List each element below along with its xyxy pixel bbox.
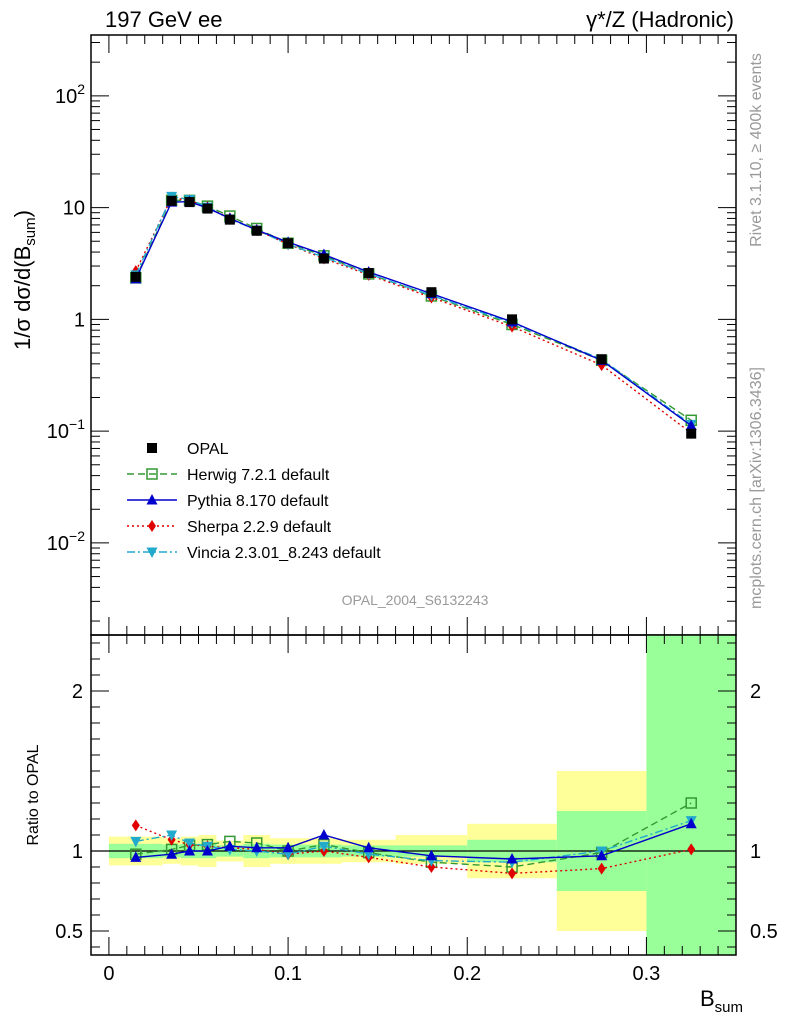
ratio-point-pythia: [251, 841, 263, 853]
ratio-point-vincia: [363, 849, 375, 861]
ratio-point-vincia: [282, 849, 294, 861]
series-opal: [130, 195, 697, 439]
ratio-point-pythia: [130, 851, 142, 862]
data-point-pythia: [685, 419, 697, 431]
data-point-opal: [426, 287, 437, 298]
ratio-point-pythia: [506, 853, 518, 864]
series-line-sherpa: [135, 196, 692, 434]
y-tick-label-main: 102: [55, 81, 85, 108]
legend-entry-opal: OPAL: [147, 441, 229, 458]
series-vincia: [130, 191, 697, 431]
ratio-point-sherpa: [508, 867, 517, 880]
ratio-point-pythia: [363, 841, 375, 853]
x-tick-label: 0.1: [274, 963, 302, 985]
ratio-point-pythia: [685, 817, 697, 829]
data-point-opal: [184, 197, 195, 208]
ratio-point-pythia: [425, 849, 437, 861]
data-point-opal: [596, 354, 607, 365]
ratio-point-vincia: [318, 841, 330, 853]
data-point-opal: [686, 428, 697, 439]
ratio-panel: 0.5 0.5 1 1 2 2 0 0.1 0.2 0.3 Ratio to OPAL Bsum: [25, 634, 778, 1016]
band-inner: [646, 635, 736, 955]
series-line-herwig: [135, 199, 692, 421]
series-pythia: [130, 195, 697, 431]
header-left: 197 GeV ee: [105, 7, 222, 32]
y-tick-label-main: 10−2: [47, 528, 85, 555]
ratio-point-vincia: [166, 830, 178, 841]
side-label-mcplots: mcplots.cern.ch [arXiv:1306.3436]: [748, 367, 765, 609]
legend-marker-herwig: [146, 468, 158, 480]
series-herwig: [130, 194, 697, 427]
y-tick-label-ratio: 2: [72, 681, 83, 703]
ratio-point-pythia: [166, 848, 178, 859]
main-plot-area: [130, 191, 697, 440]
ratio-series-pythia: [130, 817, 697, 864]
main-axes: 10−2 10−1 1 10 102 1/σ dσ/d(Bsum): [10, 35, 737, 635]
x-tick-label: 0: [103, 963, 114, 985]
ratio-point-sherpa: [427, 861, 436, 873]
legend-marker-sherpa: [148, 520, 156, 532]
y-tick-label-main: 10−1: [47, 416, 85, 443]
data-point-opal: [318, 253, 329, 264]
y-tick-label-main: 10: [63, 198, 85, 220]
legend-marker-vincia: [146, 547, 158, 558]
legend: OPAL Herwig 7.2.1 default Pythia 8.170 def…: [127, 441, 381, 562]
legend-label-sherpa: Sherpa 2.2.9 default: [187, 519, 332, 536]
y-tick-label-ratio-right: 0.5: [750, 921, 778, 943]
data-point-opal: [130, 271, 141, 282]
y-tick-label-ratio: 1: [72, 841, 83, 863]
header-right: γ*/Z (Hadronic): [586, 7, 734, 32]
y-tick-label-main: 1: [74, 309, 85, 331]
ratio-point-sherpa: [687, 843, 696, 856]
ratio-point-pythia: [318, 829, 330, 840]
data-point-opal: [166, 195, 177, 206]
legend-label-pythia: Pythia 8.170 default: [187, 493, 329, 510]
data-point-opal: [363, 267, 374, 278]
series-line-pythia: [135, 200, 692, 427]
y-tick-label-ratio-right: 1: [750, 841, 761, 863]
legend-label-herwig: Herwig 7.2.1 default: [187, 467, 330, 484]
ratio-plot-area: [91, 635, 736, 955]
series-sherpa: [131, 191, 696, 440]
x-tick-label: 0.3: [633, 963, 661, 985]
legend-entry-herwig: Herwig 7.2.1 default: [127, 467, 330, 484]
main-panel: 10−2 10−1 1 10 102 1/σ dσ/d(Bsum) OPAL_2004_S…: [10, 34, 737, 636]
ratio-point-pythia: [224, 840, 236, 851]
ratio-point-vincia: [130, 836, 142, 848]
legend-entry-vincia: Vincia 2.3.01_8.243 default: [127, 545, 381, 562]
y-tick-label-ratio: 0.5: [55, 921, 83, 943]
legend-entry-sherpa: Sherpa 2.2.9 default: [127, 519, 332, 536]
uncertainty-bands: [108, 635, 736, 955]
ratio-axes: 0.5 0.5 1 1 2 2 0 0.1 0.2 0.3 Ratio to OPAL Bsum: [25, 635, 778, 1016]
ratio-point-vincia: [184, 838, 196, 849]
analysis-label: OPAL_2004_S6132243: [342, 592, 489, 608]
data-point-opal: [283, 238, 294, 249]
x-axis-label: Bsum: [700, 986, 743, 1016]
legend-marker-opal: [147, 443, 157, 453]
legend-marker-pythia: [146, 494, 158, 505]
legend-label-opal: OPAL: [187, 441, 229, 458]
ratio-point-sherpa: [131, 819, 140, 832]
ratio-point-pythia: [596, 849, 608, 861]
ratio-point-pythia: [184, 845, 196, 856]
ratio-point-sherpa: [597, 862, 606, 875]
data-point-opal: [507, 314, 518, 325]
data-point-opal: [224, 214, 235, 225]
series-line-vincia: [135, 195, 692, 425]
legend-label-vincia: Vincia 2.3.01_8.243 default: [187, 545, 381, 562]
y-axis-label-main: 1/σ dσ/d(Bsum): [10, 210, 39, 350]
x-tick-label: 0.2: [453, 963, 481, 985]
ratio-point-pythia: [282, 841, 294, 853]
side-label-rivet: Rivet 3.1.10, ≥ 400k events: [748, 53, 765, 247]
y-axis-label-ratio: Ratio to OPAL: [25, 744, 42, 845]
data-point-opal: [202, 203, 213, 214]
ratio-point-herwig: [685, 797, 697, 809]
legend-entry-pythia: Pythia 8.170 default: [127, 493, 329, 510]
ratio-point-pythia: [201, 845, 213, 856]
data-point-opal: [251, 225, 262, 236]
y-tick-label-ratio-right: 2: [750, 681, 761, 703]
